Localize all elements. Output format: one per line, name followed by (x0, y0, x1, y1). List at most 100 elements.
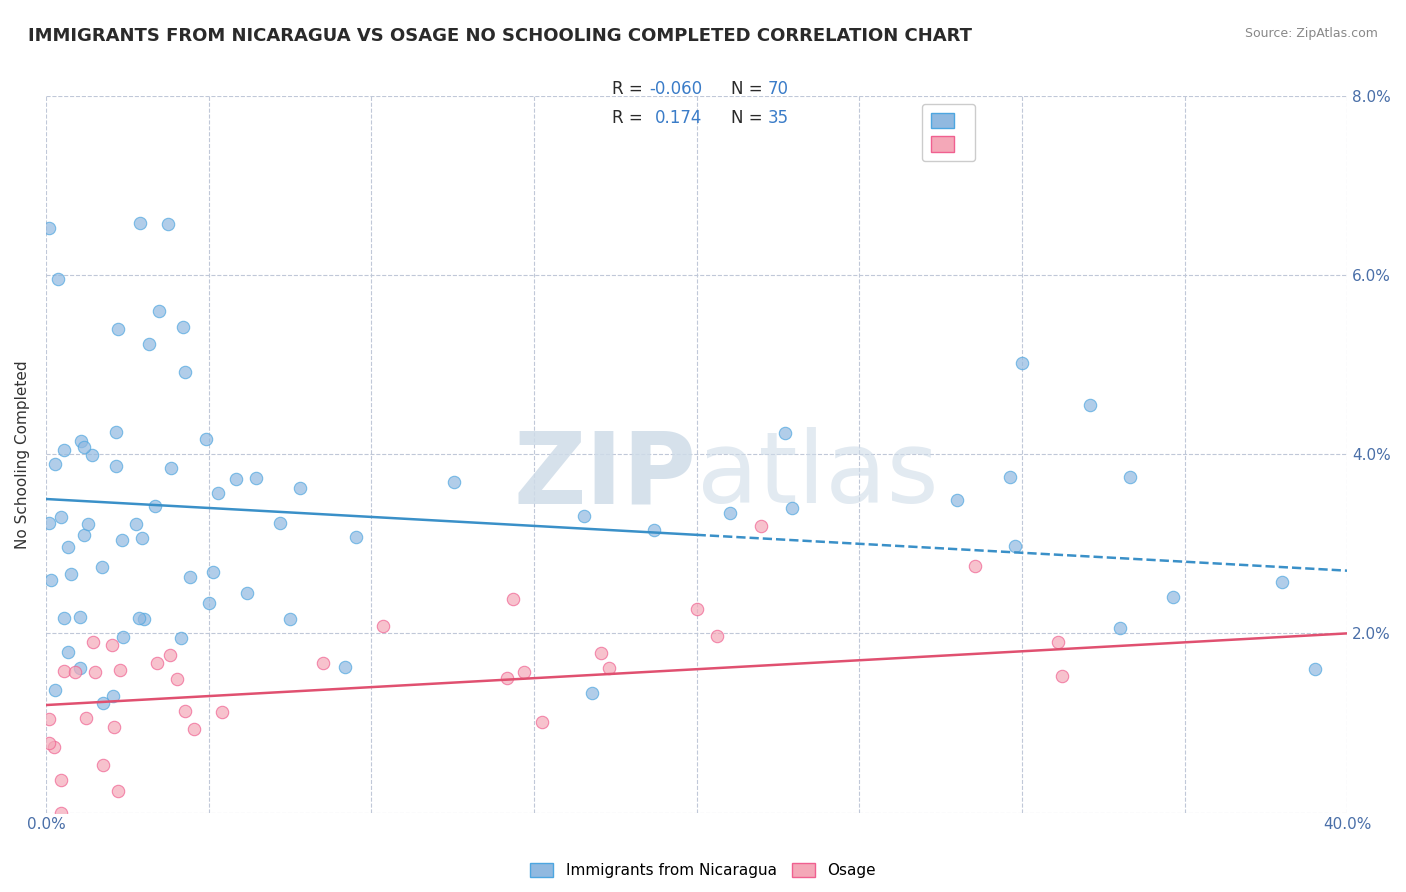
Legend: , : , (922, 103, 976, 161)
Point (69, 609, 91, 624)
Point (101, 639, 124, 653)
Point (572, 508, 595, 523)
Point (107, 784, 129, 798)
Point (1011, 356, 1033, 370)
Point (502, 591, 524, 606)
Point (179, 570, 201, 584)
Point (53, 442, 76, 457)
Point (38, 516, 60, 530)
Point (128, 216, 150, 230)
Point (105, 458, 128, 473)
Point (496, 671, 519, 685)
Text: Source: ZipAtlas.com: Source: ZipAtlas.com (1244, 27, 1378, 40)
Point (245, 471, 267, 485)
Point (75, 710, 97, 724)
Point (581, 685, 603, 699)
Point (1303, 662, 1326, 676)
Point (44, 683, 66, 698)
Point (643, 523, 665, 537)
Point (138, 337, 160, 351)
Point (77, 516, 100, 531)
Point (198, 596, 221, 610)
Point (443, 475, 465, 490)
Text: -0.060: -0.060 (650, 79, 703, 97)
Text: N =: N = (731, 79, 768, 97)
Point (269, 516, 291, 530)
Point (49, 805, 72, 820)
Point (38, 736, 60, 750)
Point (373, 619, 395, 633)
Point (56, 541, 79, 555)
Point (52, 664, 75, 678)
Point (44, 458, 66, 472)
Point (194, 433, 217, 447)
Point (38, 221, 60, 235)
Text: IMMIGRANTS FROM NICARAGUA VS OSAGE NO SCHOOLING COMPLETED CORRELATION CHART: IMMIGRANTS FROM NICARAGUA VS OSAGE NO SC… (28, 27, 972, 45)
Point (1078, 398, 1101, 412)
Y-axis label: No Schooling Completed: No Schooling Completed (15, 359, 30, 549)
Text: 70: 70 (768, 79, 789, 97)
Point (52, 611, 75, 625)
Point (128, 611, 150, 625)
Point (70, 434, 93, 448)
Point (946, 492, 969, 507)
Point (1004, 540, 1026, 554)
Point (63, 665, 86, 680)
Point (112, 630, 135, 644)
Point (706, 630, 728, 644)
Text: 0.174: 0.174 (655, 109, 703, 127)
Text: atlas: atlas (696, 427, 938, 524)
Point (1108, 621, 1130, 635)
Point (312, 656, 335, 670)
Point (59, 567, 82, 582)
Point (780, 501, 803, 516)
Point (72, 528, 94, 542)
Point (90, 560, 112, 574)
Point (1047, 635, 1070, 649)
Legend: Immigrants from Nicaragua, Osage: Immigrants from Nicaragua, Osage (524, 857, 882, 884)
Point (591, 646, 613, 660)
Point (174, 365, 197, 379)
Point (207, 485, 229, 500)
Point (56, 645, 79, 659)
Point (965, 558, 987, 573)
Point (91, 696, 114, 710)
Point (718, 506, 741, 520)
Point (159, 648, 181, 662)
Point (166, 673, 188, 687)
Point (84, 665, 107, 679)
Point (172, 320, 194, 334)
Point (146, 657, 169, 671)
Text: ZIP: ZIP (513, 427, 696, 524)
Point (1119, 469, 1142, 483)
Point (174, 705, 197, 719)
Point (82, 635, 104, 649)
Point (124, 517, 146, 532)
Point (1050, 669, 1073, 683)
Point (49, 773, 72, 788)
Point (107, 322, 129, 336)
Point (38, 712, 60, 726)
Point (225, 472, 247, 486)
Point (157, 217, 180, 231)
Point (148, 303, 170, 318)
Point (598, 661, 620, 675)
Point (686, 602, 709, 616)
Point (103, 689, 125, 703)
Point (344, 530, 367, 544)
Point (998, 470, 1021, 484)
Point (236, 586, 259, 600)
Point (111, 533, 134, 547)
Point (46, 272, 69, 286)
Point (773, 426, 796, 441)
Point (42, 739, 65, 754)
Point (132, 612, 155, 626)
Point (170, 632, 193, 646)
Point (512, 665, 534, 680)
Point (1271, 575, 1294, 590)
Point (211, 706, 233, 720)
Point (183, 723, 205, 737)
Point (49, 510, 72, 524)
Text: R =: R = (612, 109, 648, 127)
Point (201, 565, 224, 579)
